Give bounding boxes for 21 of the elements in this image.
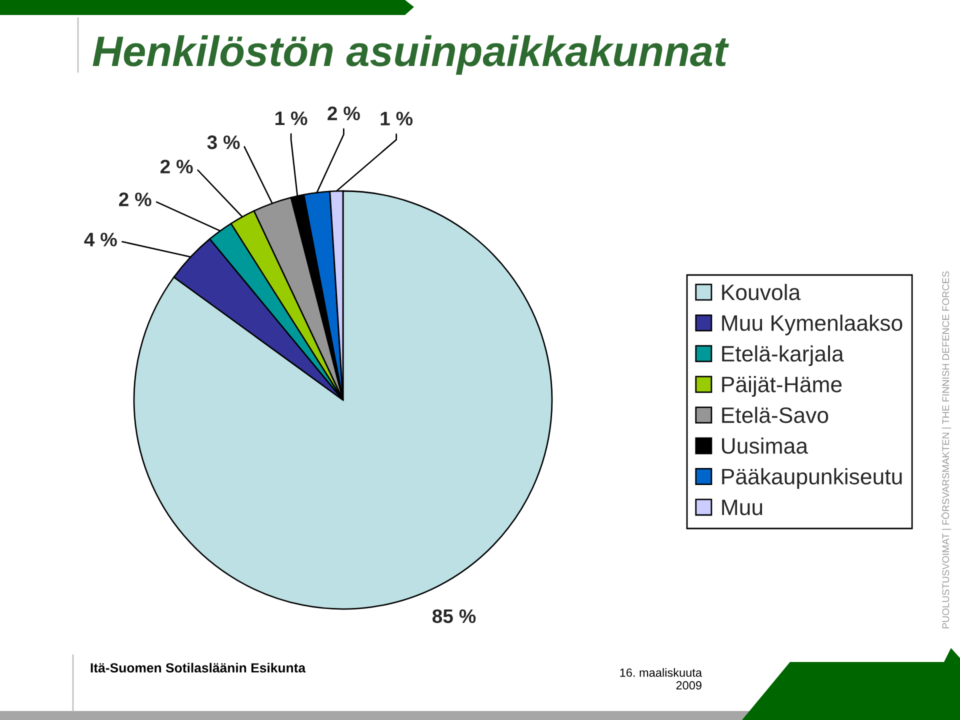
text: Itä-Suomen Sotilasläänin Esikunta — [90, 662, 306, 673]
text: PUOLUSTUSVOIMAT | FÖRSVARSMAKTEN | THE FINNISH DEFENCE FORCES — [940, 271, 952, 628]
legend-label: Pääkaupunkiseutu — [722, 468, 902, 489]
legend-label: Etelä-karjala — [722, 345, 844, 366]
text: 16. maaliskuuta 2009 — [620, 668, 702, 690]
pie-slice — [133, 190, 553, 610]
data-label: 1 % — [380, 112, 413, 126]
data-label: 85 % — [432, 609, 476, 624]
legend-label: Uusimaa — [722, 437, 808, 454]
legend-label: Etelä-Savo — [722, 406, 828, 424]
data-label: 4 % — [84, 232, 117, 246]
data-label: 2 % — [160, 160, 193, 174]
data-label: 2 % — [328, 106, 360, 120]
data-label: 3 % — [207, 135, 240, 150]
legend-label: Kouvola — [722, 284, 801, 300]
legend-label: Päijät-Häme — [722, 376, 842, 397]
data-label: 1 % — [276, 111, 308, 126]
data-label: 2 % — [119, 192, 152, 206]
legend-label: Muu Kymenlaakso — [722, 314, 902, 336]
chart-title: Henkilöstön asuinpaikkakunnat — [92, 35, 730, 75]
legend-label: Muu — [722, 500, 762, 516]
